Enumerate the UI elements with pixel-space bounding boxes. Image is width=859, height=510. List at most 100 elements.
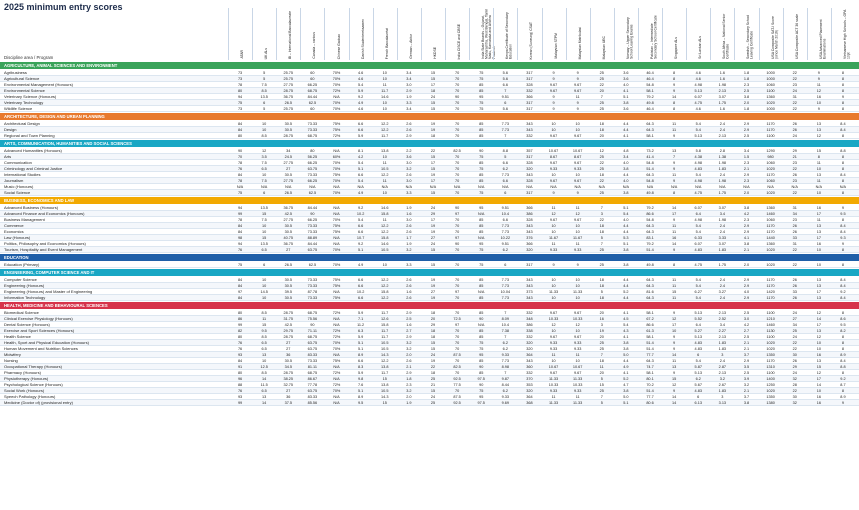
program-name: Engineering (Honours) and Master of Engi… — [4, 289, 93, 294]
score-cell: 84 — [237, 296, 243, 300]
score-cell: 9 — [576, 107, 579, 111]
score-cell: 3.3 — [406, 191, 412, 195]
column-header: USA Composite ACT 36 scale — [782, 8, 808, 60]
score-cell: 6 — [263, 263, 266, 267]
score-cell: 70% — [332, 389, 341, 393]
score-cell: 75 — [479, 77, 484, 81]
score-cell: 4.2 — [743, 323, 750, 327]
score-cell: 11.7 — [381, 329, 389, 333]
table-row: Architectural Design 84 10 30.5 73.33 75% 6.6 1… — [0, 121, 859, 127]
score-cell: 18 — [430, 335, 436, 339]
score-cell: 8.44 — [501, 383, 510, 387]
score-cell: 10 — [575, 329, 580, 333]
score-cell: 26 — [792, 278, 797, 282]
score-cell: 10.04 — [500, 290, 511, 294]
table-row: Economics 84 10 30.5 73.33 75% 6.6 12.2 2.6 19 70 8… — [0, 229, 859, 235]
score-cell: 8.6 — [840, 317, 846, 321]
score-cell: 4.2 — [743, 212, 750, 216]
score-cell: 14.3 — [381, 353, 389, 357]
score-cell: 328 — [526, 161, 533, 165]
score-cell: 2.5 — [743, 89, 750, 93]
score-cell: 2.9 — [743, 230, 750, 234]
score-cell: 7.73 — [501, 278, 510, 282]
score-cell: 75% — [332, 296, 341, 300]
score-cell: 95 — [479, 206, 484, 210]
table-row: Education (Primary) 75 6 26.5 62.5 70% 4.9 10 3.… — [0, 262, 859, 268]
score-cell: 1060 — [766, 83, 775, 87]
score-cell: 11.7 — [381, 89, 389, 93]
score-cell: 68.75 — [307, 371, 318, 375]
score-cell: 80.6 — [646, 401, 654, 405]
column-header: Pakistan – Intermediate Secondary School… — [637, 8, 663, 60]
score-cell: 3.4 — [406, 77, 412, 81]
score-cell: 11.33 — [548, 377, 559, 381]
score-cell: 9 — [576, 263, 579, 267]
score-cell: 75% — [332, 122, 341, 126]
table-row: Advanced Humanities (Honours) 90 12 34 80 N/A… — [0, 148, 859, 154]
score-cell: 4.4 — [623, 224, 629, 228]
score-cell: 70 — [454, 284, 460, 288]
score-cell: N/A — [550, 185, 557, 189]
score-cell: 26 — [792, 359, 797, 363]
column-header-label: UK ALs — [264, 47, 269, 59]
score-cell: 14 — [816, 383, 821, 387]
score-cell: 18 — [599, 296, 604, 300]
score-cell: 60 — [310, 71, 315, 75]
score-cell: 22 — [792, 191, 797, 195]
score-cell: 7 — [504, 134, 507, 138]
score-cell: 1170 — [766, 359, 775, 363]
table-row: Design 84 10 30.5 73.33 75% 6.6 12.2 2.6 19 70 85 7.… — [0, 127, 859, 133]
score-cell: 2.3 — [743, 179, 750, 183]
score-cell: 17 — [430, 179, 436, 183]
score-cell: 70% — [332, 191, 341, 195]
score-cell: 4.1 — [743, 236, 750, 240]
column-header-label: German – Abitur — [408, 34, 413, 59]
score-cell: 1020 — [766, 347, 775, 351]
score-cell: 18 — [599, 359, 604, 363]
score-cell: 19 — [430, 128, 436, 132]
table-row: Agribusiness 73 5 25.75 60 70% 4.6 10 3.4 15 70 75 5… — [0, 70, 859, 76]
score-cell: 6 — [263, 101, 266, 105]
score-cell: 2.9 — [406, 371, 412, 375]
score-cell: 2.9 — [743, 284, 750, 288]
score-cell: 64.3 — [646, 296, 654, 300]
score-cell: 18 — [599, 122, 604, 126]
score-cell: 31.75 — [283, 317, 294, 321]
score-cell: 36.75 — [283, 95, 294, 99]
score-cell: 25 — [599, 77, 604, 81]
score-cell: 73.33 — [307, 173, 318, 177]
score-cell: 8.8 — [840, 365, 846, 369]
score-cell: 6.6 — [357, 173, 364, 177]
score-cell: 14 — [262, 401, 267, 405]
score-cell: 4.1 — [623, 311, 629, 315]
column-header-label: USA Advanced Placement Examinations — [818, 19, 827, 59]
score-cell: 7 — [600, 242, 603, 246]
score-cell: 364 — [526, 353, 533, 357]
score-cell: 9 — [673, 248, 676, 252]
score-cell: 11 — [672, 230, 677, 234]
table-row: Computer Science 84 10 30.5 73.33 75% 6.6 12.2 2… — [0, 277, 859, 283]
score-cell: 25 — [599, 248, 604, 252]
score-cell: 32 — [792, 401, 797, 405]
score-cell: 1460 — [766, 323, 775, 327]
table-row: Dental Science (Honours) 99 15 42.5 90 N/A 11.… — [0, 322, 859, 328]
score-cell: 13 — [672, 149, 677, 153]
score-cell: 9 — [673, 134, 676, 138]
score-cell: 3.8 — [743, 95, 750, 99]
score-cell: 36 — [286, 395, 291, 399]
score-cell: 10 — [262, 128, 267, 132]
score-cell: 70 — [454, 371, 460, 375]
score-cell: 10 — [575, 173, 580, 177]
score-cell: 13 — [816, 230, 821, 234]
table-row: Music (Honours) N/A N/A N/A N/A N/A N/A N/A N/A N… — [0, 184, 859, 190]
score-cell: 8.5 — [261, 311, 267, 315]
score-cell: 54.8 — [646, 83, 654, 87]
score-cell: 7 — [673, 155, 676, 159]
score-cell: 30.5 — [284, 224, 292, 228]
score-cell: 2.9 — [743, 224, 750, 228]
score-cell: 10.2 — [356, 290, 365, 294]
score-cell: 63.75 — [307, 347, 318, 351]
score-cell: 8 — [841, 347, 844, 351]
score-cell: 1020 — [766, 389, 775, 393]
score-cell: 24 — [430, 242, 436, 246]
